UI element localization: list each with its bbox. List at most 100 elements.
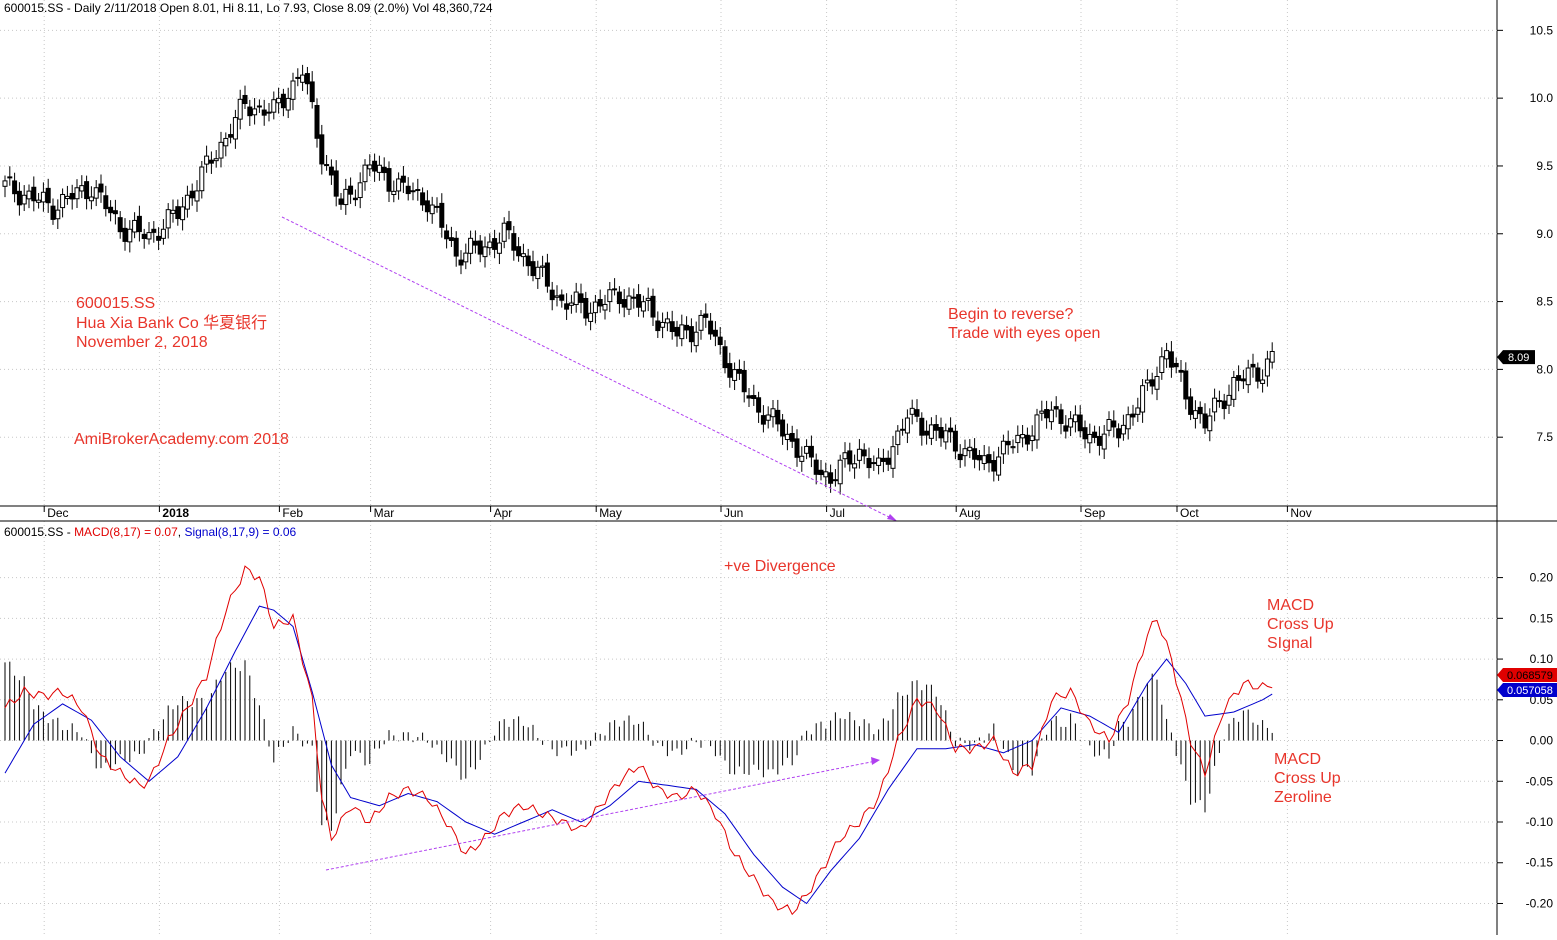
candle-body: [828, 472, 834, 484]
candle-body: [645, 297, 651, 301]
candle-body: [1077, 414, 1083, 432]
candle-body: [708, 320, 714, 335]
macd-value-text: 0.068579: [1507, 670, 1553, 682]
candle-body: [1044, 409, 1050, 419]
candle-body: [132, 219, 138, 233]
candle-body: [1029, 435, 1035, 442]
candle-body: [976, 454, 982, 461]
candle-body: [626, 295, 632, 310]
candle-body: [21, 194, 27, 205]
candle-body: [1140, 385, 1146, 413]
candle-body: [468, 237, 474, 254]
candle-body: [1072, 414, 1078, 423]
candle-body: [832, 479, 838, 482]
candle-body: [1120, 424, 1126, 435]
signal-value-text: 0.057058: [1507, 685, 1553, 697]
candle-body: [12, 180, 18, 195]
candle-body: [1130, 413, 1136, 418]
month-label: Apr: [494, 506, 513, 520]
candle-body: [837, 459, 843, 485]
macd-pane: -0.20-0.15-0.10-0.050.000.050.100.150.20…: [0, 521, 1557, 935]
candle-body: [16, 190, 22, 206]
candle-body: [933, 424, 939, 431]
candle-body: [636, 294, 642, 308]
candle-body: [242, 94, 248, 105]
candle-body: [295, 76, 301, 79]
candle-body: [1188, 396, 1194, 415]
annotation-symbol: 600015.SS: [76, 295, 155, 312]
macd-tick-label: 0.00: [1530, 734, 1554, 748]
candle-body: [271, 99, 277, 113]
candle-body: [794, 438, 800, 458]
candle-body: [756, 397, 762, 413]
candle-body: [84, 181, 90, 200]
annotation-macd-1: MACD: [1267, 597, 1314, 614]
candlesticks: [2, 64, 1275, 495]
candle-body: [919, 417, 925, 436]
candle-body: [290, 80, 296, 100]
candle-body: [1106, 418, 1112, 431]
candle-body: [612, 288, 618, 291]
candle-body: [506, 221, 512, 231]
candle-body: [847, 450, 853, 465]
candle-body: [1068, 418, 1074, 428]
candle-body: [928, 424, 934, 439]
candle-body: [492, 238, 498, 250]
candle-body: [429, 204, 435, 215]
candle-body: [765, 414, 771, 421]
candle-body: [228, 134, 234, 138]
candle-body: [1125, 414, 1131, 430]
candle-body: [280, 93, 286, 109]
candle-body: [880, 457, 886, 462]
candle-body: [813, 459, 819, 475]
candle-body: [564, 303, 570, 310]
macd-title-prefix: 600015.SS -: [4, 525, 74, 539]
candle-body: [967, 446, 973, 452]
candle-body: [314, 104, 320, 139]
candle-body: [170, 209, 176, 214]
candle-body: [223, 137, 229, 147]
candle-body: [232, 117, 238, 140]
candle-body: [1250, 363, 1256, 368]
candle-body: [141, 233, 147, 240]
candle-body: [693, 331, 699, 347]
candle-body: [1058, 409, 1064, 424]
candle-body: [775, 409, 781, 425]
candle-body: [261, 109, 267, 116]
candle-body: [616, 291, 622, 305]
candle-body: [180, 206, 186, 221]
candle-body: [208, 159, 214, 164]
candle-body: [760, 415, 766, 425]
candle-body: [770, 408, 776, 418]
candle-body: [640, 301, 646, 312]
candle-body: [276, 97, 282, 104]
candle-body: [420, 192, 426, 206]
candle-body: [520, 253, 526, 258]
candle-body: [751, 395, 757, 399]
candle-body: [1260, 379, 1266, 384]
candle-body: [1116, 428, 1122, 439]
candle-body: [218, 141, 224, 159]
candle-body: [957, 453, 963, 461]
candle-body: [1063, 425, 1069, 432]
candle-body: [1236, 375, 1242, 381]
candle-body: [184, 194, 190, 210]
candle-body: [448, 237, 454, 241]
annotation-cross-up-1: Cross Up: [1267, 616, 1334, 633]
candle-body: [736, 368, 742, 374]
candle-body: [808, 445, 814, 458]
candle-body: [996, 456, 1002, 476]
candle-body: [818, 469, 824, 476]
candle-body: [444, 230, 450, 240]
candle-body: [304, 73, 310, 85]
candle-body: [424, 200, 430, 213]
candle-body: [477, 240, 483, 255]
candle-body: [784, 433, 790, 441]
candle-body: [487, 241, 493, 249]
candle-body: [1087, 433, 1093, 444]
candle-body: [732, 369, 738, 381]
candle-body: [948, 427, 954, 433]
macd-tick-label: 0.20: [1530, 571, 1554, 585]
